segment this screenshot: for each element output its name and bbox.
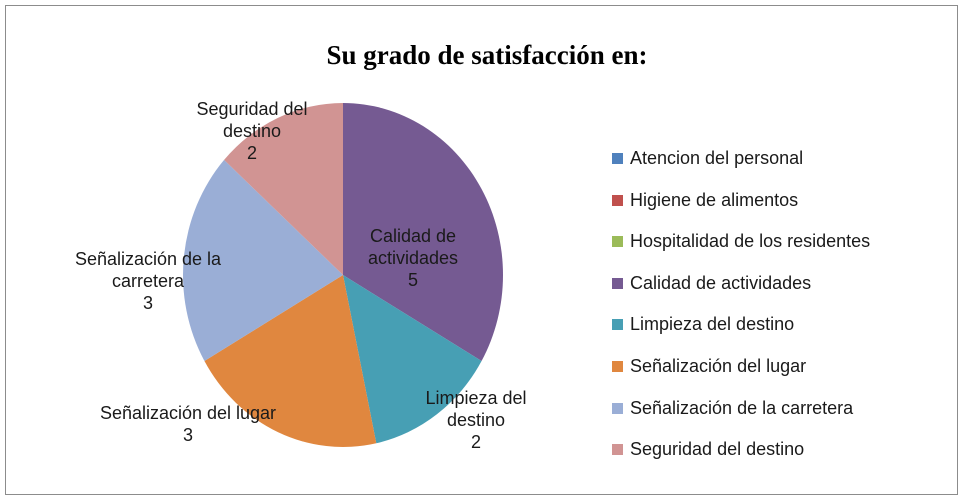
data-label-value: 2 <box>246 143 257 163</box>
legend-label: Limpieza del destino <box>630 314 795 335</box>
legend-label: Hospitalidad de los residentes <box>630 231 871 252</box>
data-label: Señalización del lugar 3 <box>98 402 278 446</box>
data-label-name: Limpieza del destino <box>425 388 527 430</box>
legend-item: Atencion del personal <box>612 148 803 169</box>
legend-item: Calidad de actividades <box>612 273 811 294</box>
data-label-name: Señalización de la carretera <box>74 249 222 291</box>
pie-slice <box>343 103 503 361</box>
pie-slice <box>224 103 343 275</box>
legend-item: Limpieza del destino <box>612 314 794 335</box>
chart-frame <box>5 5 958 495</box>
legend-label: Señalización del lugar <box>630 356 807 376</box>
pie-slice <box>204 275 377 448</box>
data-label-value: 3 <box>182 425 193 445</box>
legend-label: Atencion del personal <box>630 148 804 168</box>
legend-swatch <box>612 444 623 456</box>
legend-swatch <box>612 194 623 206</box>
data-label-name: Seguridad del destino <box>196 99 308 141</box>
data-label: Limpieza del destino 2 <box>406 387 546 453</box>
legend-label: Higiene de alimentos <box>630 189 799 210</box>
data-label: Señalización de la carretera 3 <box>60 248 236 314</box>
legend-swatch <box>612 361 623 372</box>
data-label-name: Señalización del lugar <box>99 403 277 423</box>
data-label: Calidad de actividades 5 <box>348 225 478 291</box>
data-label-value: 3 <box>142 293 153 313</box>
data-label-value: 2 <box>470 432 481 452</box>
pie-slice <box>183 159 343 361</box>
legend-swatch <box>612 277 623 289</box>
legend-item: Higiene de alimentos <box>612 190 798 211</box>
legend-swatch <box>612 319 623 331</box>
chart-title: Su grado de satisfacción en: <box>326 40 648 70</box>
data-label-name: Calidad de actividades <box>367 226 459 268</box>
legend-label: Seguridad del destino <box>630 439 805 460</box>
legend-label: Señalización de la carretera <box>630 397 854 418</box>
legend-swatch <box>612 236 623 248</box>
data-label-value: 5 <box>407 270 418 290</box>
data-label: Seguridad del destino 2 <box>177 98 327 164</box>
legend-swatch <box>612 153 623 164</box>
legend-item: Señalización de la carretera <box>612 398 853 419</box>
legend-item: Señalización del lugar <box>612 356 806 377</box>
legend-item: Hospitalidad de los residentes <box>612 231 870 252</box>
legend-item: Seguridad del destino <box>612 439 804 460</box>
legend-label: Calidad de actividades <box>630 272 812 293</box>
pie-slice <box>343 275 482 444</box>
legend-swatch <box>612 402 623 414</box>
